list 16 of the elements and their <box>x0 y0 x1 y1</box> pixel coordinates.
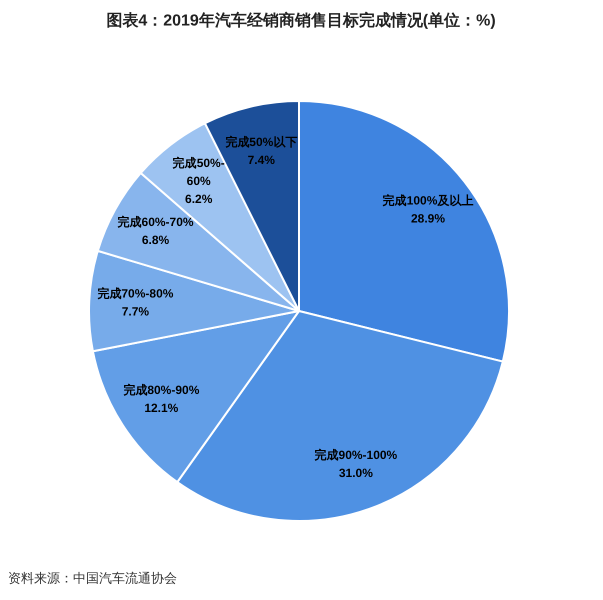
chart-title: 图表4：2019年汽车经销商销售目标完成情况(单位：%) <box>106 10 496 30</box>
data-label: 6.8% <box>142 233 170 248</box>
text: 资料来源：中国汽车流通协会 <box>8 570 177 586</box>
data-label: 31.0% <box>338 466 374 480</box>
data-label: 7.7% <box>122 304 150 318</box>
slice-label: 完成60%-70% <box>118 215 194 230</box>
data-label: 6.2% <box>185 192 213 206</box>
slice-label: 完成70%-80% <box>97 286 174 300</box>
data-label: 12.1% <box>144 401 179 416</box>
slice-label: 完成90%-100% <box>314 448 398 462</box>
slice-label: 完成100%及以上 <box>382 193 474 208</box>
slice-label: 完成80%-90% <box>123 383 200 398</box>
slice-label: 完成50%以下 <box>225 134 298 149</box>
data-label: 7.4% <box>248 152 276 167</box>
data-label: 28.9% <box>411 211 446 226</box>
slice-label: 完成50%-60% <box>172 156 225 188</box>
